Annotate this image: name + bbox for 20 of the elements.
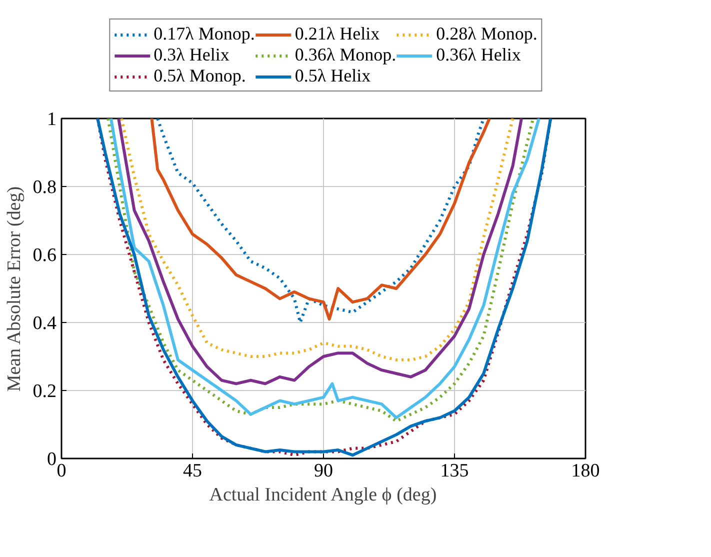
legend-label: 0.36λ Monop.: [294, 44, 396, 66]
legend-label: 0.3λ Helix: [154, 44, 230, 66]
x-tick-label: 45: [183, 460, 202, 482]
y-tick-label: 0.2: [32, 381, 56, 402]
legend-label: 0.28λ Monop.: [436, 24, 538, 44]
legend-label: 0.17λ Monop.: [154, 24, 255, 44]
legend-label: 0.5λ Monop.: [154, 66, 246, 86]
x-tick-label: 135: [440, 460, 469, 482]
legend-label: 0.21λ Helix: [294, 24, 380, 44]
y-axis-title: Mean Absolute Error (deg): [4, 186, 25, 392]
legend-label: 0.36λ Helix: [436, 44, 521, 66]
x-axis-title: Actual Incident Angle ϕ (deg): [209, 484, 437, 506]
y-tick-label: 0.4: [32, 313, 57, 334]
y-tick-label: 0.6: [32, 245, 56, 266]
y-tick-label: 0.8: [32, 177, 56, 198]
legend-label: 0.5λ Helix: [294, 66, 371, 86]
x-tick-label: 180: [571, 460, 600, 482]
line-series: [96, 118, 552, 457]
x-tick-label: 90: [314, 460, 333, 482]
y-tick-label: 1: [47, 109, 56, 130]
